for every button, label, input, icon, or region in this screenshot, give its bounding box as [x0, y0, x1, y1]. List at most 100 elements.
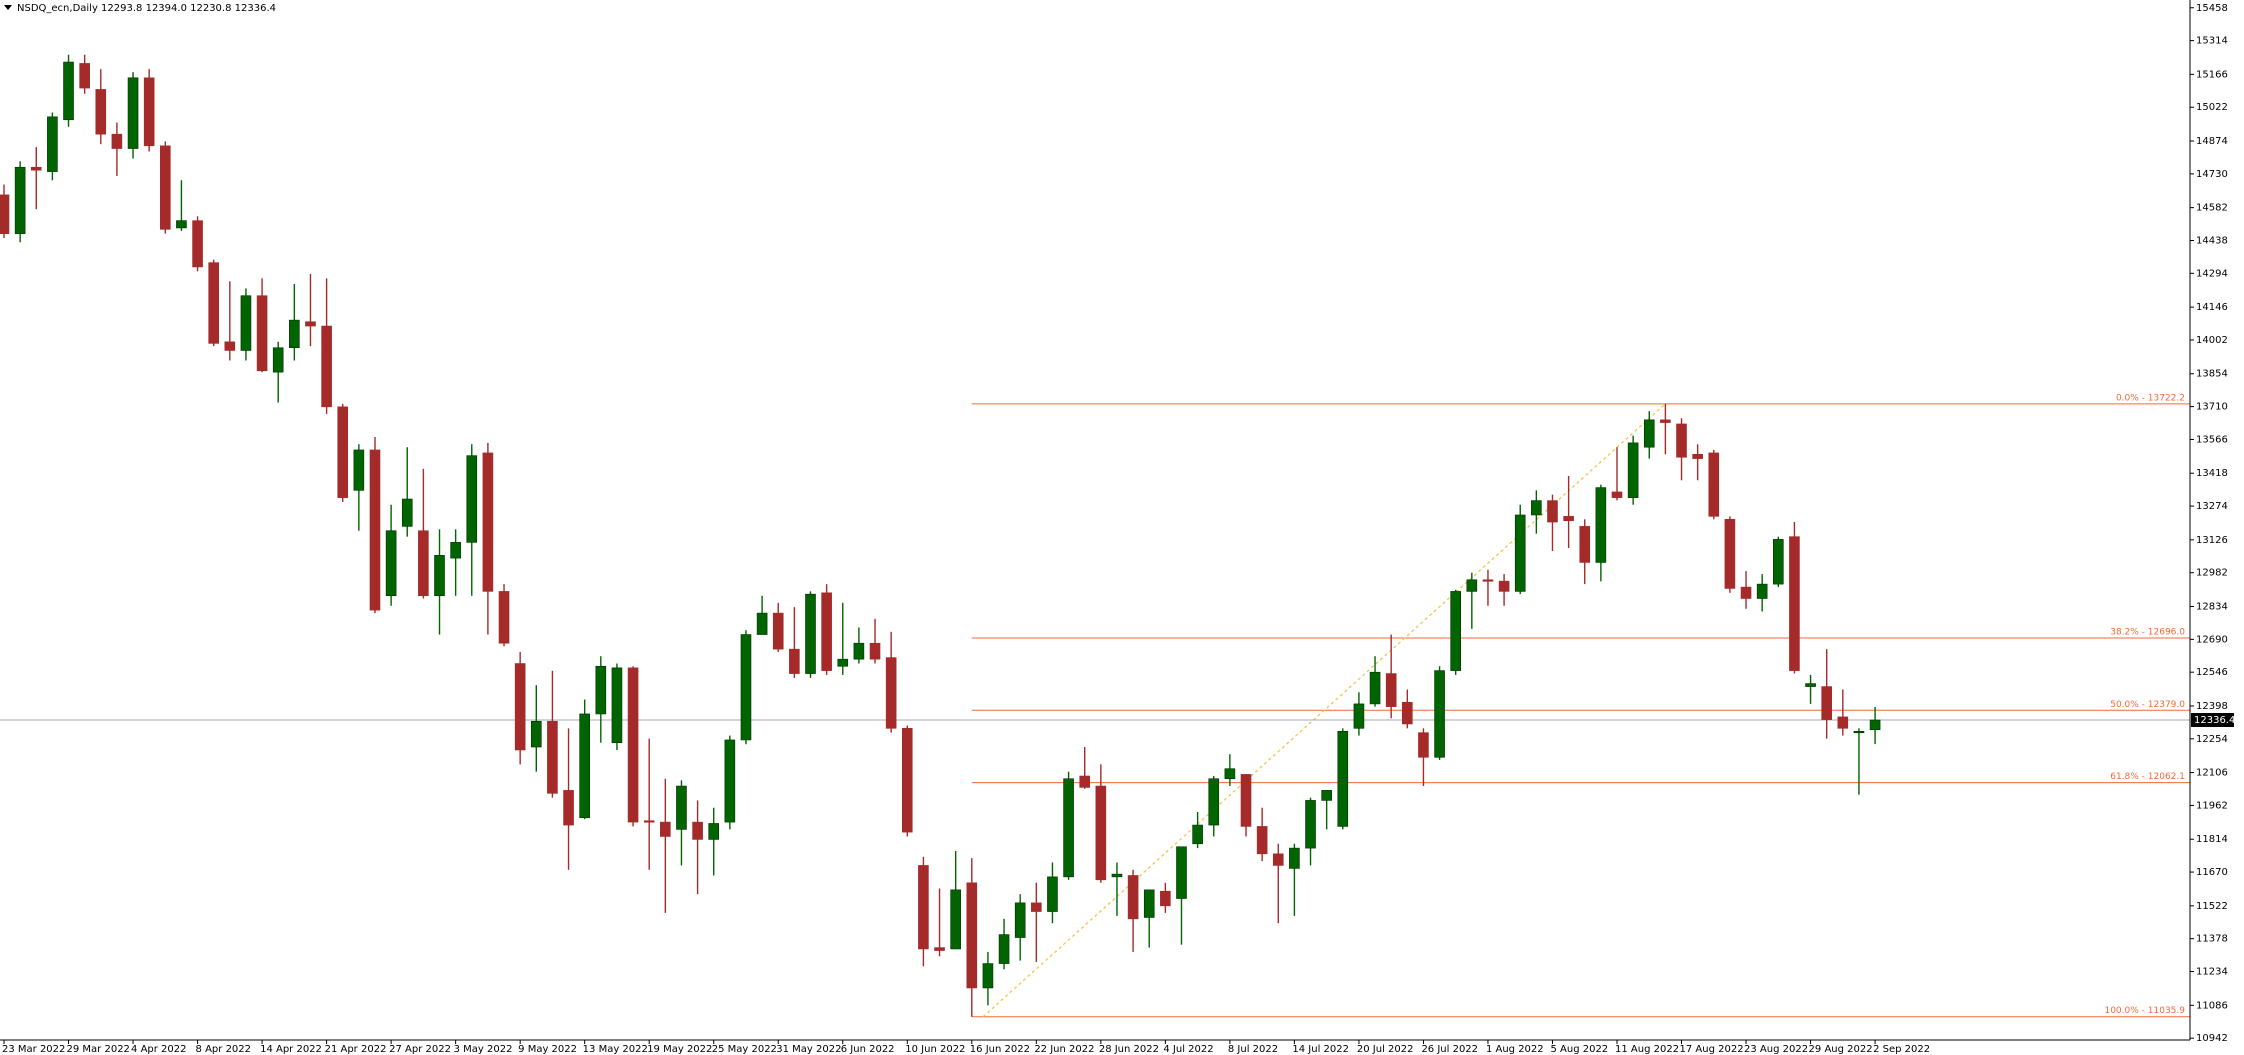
candle-body — [1450, 591, 1461, 671]
candle-body — [1724, 519, 1736, 589]
candle-body — [514, 663, 526, 751]
candle-body — [1111, 873, 1123, 878]
candle-body — [1063, 778, 1074, 878]
x-tick-label: 6 Jun 2022 — [841, 1044, 895, 1055]
y-tick-label: 12982 — [2196, 568, 2228, 579]
candle-body — [789, 648, 800, 674]
y-tick-label: 13710 — [2196, 402, 2228, 413]
candle-body — [1660, 419, 1671, 423]
candle-body — [1547, 500, 1558, 523]
candle-body — [127, 77, 139, 149]
candle-body — [1272, 853, 1284, 866]
candle-body — [1256, 826, 1268, 855]
y-tick-label: 15166 — [2196, 69, 2228, 80]
candle-body — [1563, 516, 1574, 521]
candle-body — [1756, 583, 1768, 599]
candle-body — [1579, 526, 1591, 563]
y-tick-label: 12254 — [2196, 734, 2228, 745]
x-tick-label: 20 Jul 2022 — [1357, 1044, 1414, 1055]
candle-body — [579, 713, 590, 819]
candle-body — [1676, 423, 1687, 458]
candle-body — [1773, 539, 1784, 585]
candle-body — [1740, 586, 1752, 599]
x-tick-label: 4 Apr 2022 — [131, 1044, 186, 1055]
candle-body — [289, 319, 300, 349]
candle-body — [1595, 487, 1607, 563]
y-tick-label: 11670 — [2196, 867, 2228, 878]
candle-body — [627, 667, 639, 823]
plot: 0.0% - 13722.2 38.2% - 12696.0 50.0% - 123… — [0, 54, 2190, 1018]
candle-body — [1853, 730, 1865, 734]
fibo-label: 100.0% - 11035.9 — [2104, 1006, 2185, 1016]
y-tick-label: 13418 — [2196, 468, 2228, 479]
candle-body — [998, 934, 1010, 964]
x-tick-label: 19 May 2022 — [647, 1044, 712, 1055]
x-tick-label: 8 Jul 2022 — [1228, 1044, 1278, 1055]
y-tick-label: 11378 — [2196, 934, 2228, 945]
candle-body — [369, 449, 381, 611]
y-tick-label: 14002 — [2196, 335, 2228, 346]
fibo-label: 50.0% - 12379.0 — [2110, 700, 2185, 710]
x-tick-label: 8 Apr 2022 — [196, 1044, 251, 1055]
candle-body — [1805, 683, 1816, 687]
candle-body — [14, 166, 26, 234]
menu-triangle — [4, 5, 12, 10]
candle-body — [482, 452, 494, 592]
fibo-label: 61.8% - 12062.1 — [2110, 772, 2185, 782]
y-tick-label: 13274 — [2196, 501, 2228, 512]
candle-body — [1305, 800, 1316, 849]
candle-body — [224, 341, 236, 351]
y-tick-label: 13566 — [2196, 434, 2228, 445]
candle-body — [1498, 580, 1510, 592]
candle-body — [1289, 847, 1300, 869]
candle-body — [1079, 775, 1091, 788]
candle-body — [530, 720, 542, 748]
candle-body — [498, 591, 510, 644]
candle-body — [966, 882, 978, 989]
candle-body — [1466, 579, 1478, 592]
candle-body — [1240, 774, 1252, 827]
candle-body — [1047, 876, 1058, 912]
candle-body — [611, 667, 623, 743]
x-tick-label: 21 Apr 2022 — [325, 1044, 387, 1055]
candle-body — [450, 542, 461, 559]
candle-body — [176, 220, 187, 229]
candle-body — [30, 166, 42, 171]
x-tick-label: 27 Apr 2022 — [389, 1044, 451, 1055]
candle-body — [63, 61, 74, 121]
current-price-box — [2191, 713, 2234, 728]
x-tick-label: 25 May 2022 — [712, 1044, 777, 1055]
candle-body — [321, 325, 332, 408]
x-tick-label: 28 Jun 2022 — [1099, 1044, 1159, 1055]
candle-body — [1031, 902, 1042, 912]
x-tick-label: 29 Aug 2022 — [1809, 1044, 1873, 1055]
x-tick-label: 17 Aug 2022 — [1680, 1044, 1744, 1055]
x-tick-label: 26 Jul 2022 — [1421, 1044, 1478, 1055]
candle-body — [821, 592, 832, 671]
candle-body — [1611, 491, 1623, 498]
x-tick-label: 4 Jul 2022 — [1163, 1044, 1213, 1055]
x-tick-label: 1 Aug 2022 — [1486, 1044, 1544, 1055]
y-tick-label: 15022 — [2196, 102, 2228, 113]
candle-body — [79, 63, 90, 89]
candle-body — [756, 612, 768, 635]
y-tick-label: 12690 — [2196, 634, 2228, 645]
candle-body — [208, 262, 219, 344]
candle-body — [0, 194, 10, 234]
x-tick-label: 2 Sep 2022 — [1873, 1044, 1930, 1055]
candle-body — [595, 665, 607, 715]
candle-body — [305, 321, 316, 327]
candle-body — [853, 642, 865, 660]
candle-body — [643, 820, 655, 823]
candle-body — [160, 145, 171, 230]
candle-body — [1418, 732, 1429, 758]
x-tick-label: 31 May 2022 — [776, 1044, 841, 1055]
y-tick-label: 13126 — [2196, 535, 2228, 546]
candle-body — [934, 947, 945, 951]
candle-body — [1224, 768, 1236, 780]
current-price-label: 12336.4 — [2194, 715, 2235, 726]
x-tick-label: 29 Mar 2022 — [67, 1044, 130, 1055]
candle-body — [918, 865, 929, 950]
candle-body — [950, 889, 961, 950]
